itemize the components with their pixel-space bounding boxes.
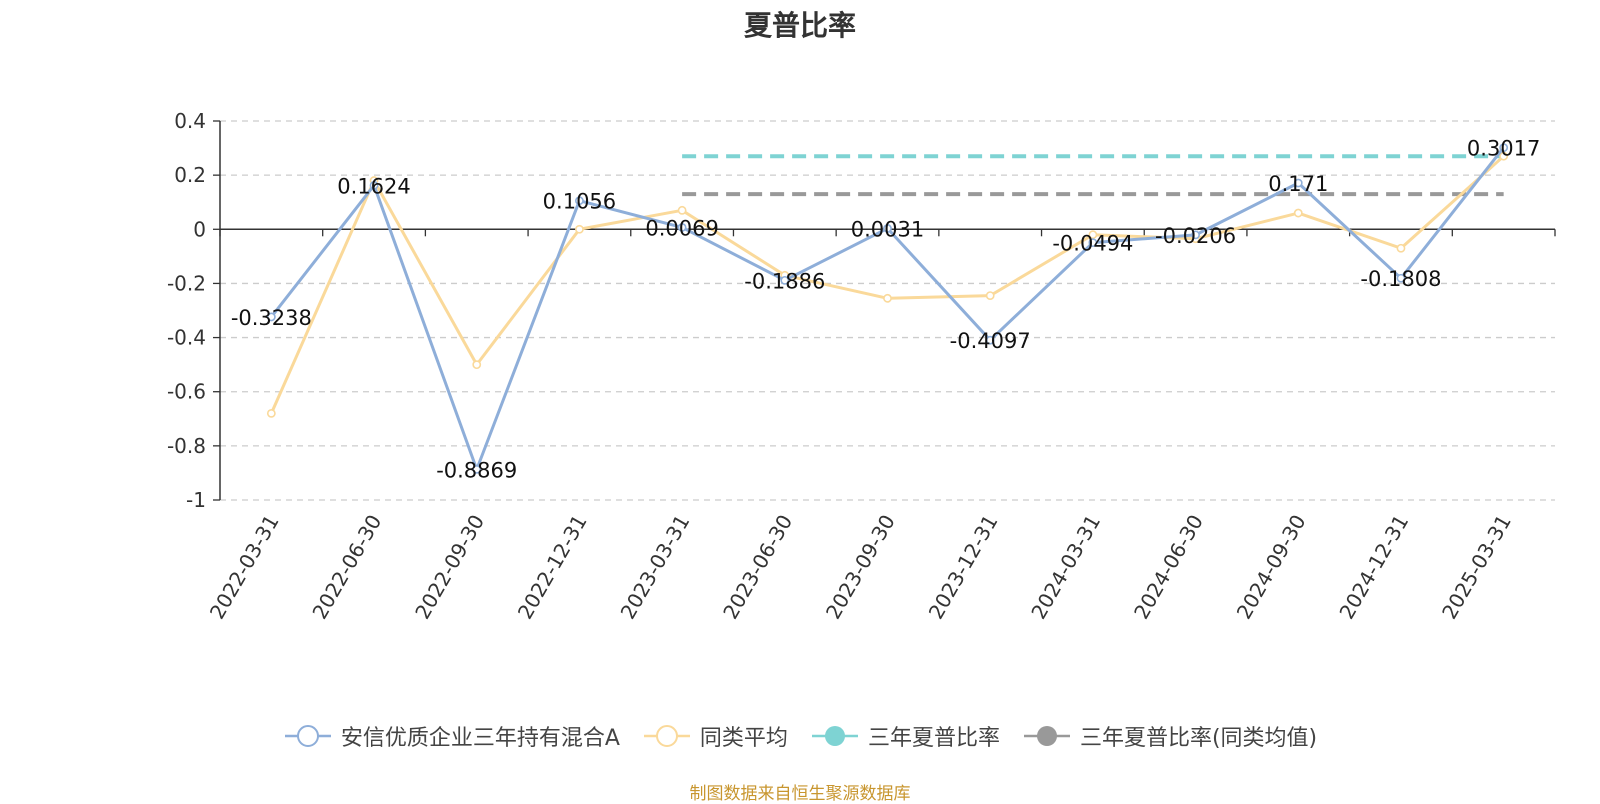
- data-point: [883, 224, 892, 233]
- data-label: 0.3017: [1467, 137, 1540, 161]
- data-point: [1396, 273, 1406, 283]
- x-tick-label: 2023-12-31: [924, 511, 1003, 624]
- x-tick-label: 2022-12-31: [513, 511, 592, 624]
- data-point: [1293, 208, 1303, 218]
- data-point: [985, 291, 995, 301]
- y-tick-label: -0.8: [167, 434, 206, 458]
- data-point: [677, 223, 687, 232]
- data-label: -0.8869: [436, 458, 517, 482]
- data-point: [266, 312, 276, 322]
- x-tick-label: 2024-12-31: [1334, 511, 1413, 624]
- legend-item[interactable]: 三年夏普比率(同类均值): [1022, 720, 1317, 752]
- y-tick-label: -1: [186, 488, 206, 512]
- legend-item[interactable]: 同类平均: [642, 720, 788, 752]
- x-tick-label: 2024-03-31: [1026, 511, 1105, 624]
- y-tick-label: 0.2: [174, 163, 206, 187]
- data-point: [1088, 238, 1098, 248]
- legend-item[interactable]: 安信优质企业三年持有混合A: [283, 720, 620, 752]
- data-label: -0.3238: [231, 306, 312, 330]
- legend-swatch-icon: [284, 725, 331, 747]
- data-label: -0.1808: [1360, 267, 1441, 291]
- data-point: [472, 464, 482, 474]
- chart-title: 夏普比率: [743, 9, 856, 42]
- data-point: [369, 180, 379, 190]
- data-point: [883, 293, 892, 303]
- data-label: 0.1056: [543, 190, 616, 214]
- y-tick-label: -0.2: [167, 271, 206, 295]
- data-label: 0.171: [1268, 172, 1328, 196]
- x-tick-label: 2022-03-31: [205, 511, 284, 624]
- x-tick-label: 2024-09-30: [1232, 511, 1311, 624]
- x-tick-label: 2023-06-30: [718, 511, 797, 624]
- data-label: -0.0494: [1052, 232, 1133, 256]
- data-point: [1293, 178, 1303, 188]
- y-tick-label: -0.6: [167, 380, 206, 404]
- data-point: [1499, 151, 1509, 161]
- legend-swatch-icon: [643, 725, 690, 747]
- x-tick-label: 2022-06-30: [307, 511, 386, 624]
- data-point: [780, 275, 790, 285]
- data-point: [677, 205, 687, 215]
- y-tick-label: 0: [193, 217, 206, 241]
- x-tick-label: 2024-06-30: [1129, 511, 1208, 624]
- legend-label: 三年夏普比率(同类均值): [1079, 726, 1318, 751]
- source-note: 制图数据来自恒生聚源数据库: [689, 784, 911, 804]
- legend-swatch-icon: [1023, 726, 1070, 746]
- data-point: [575, 224, 584, 234]
- legend-label: 安信优质企业三年持有混合A: [340, 726, 620, 751]
- data-point: [1396, 243, 1406, 253]
- data-label: 0.0069: [645, 216, 718, 240]
- legend: 安信优质企业三年持有混合A 同类平均 三年夏普比率 三年夏普比率(同类均值): [0, 720, 1600, 752]
- data-label: 0.1624: [337, 174, 410, 198]
- legend-label: 三年夏普比率: [867, 726, 1000, 751]
- data-label: 0.0031: [851, 217, 924, 241]
- x-tick-label: 2022-09-30: [410, 511, 489, 624]
- data-label: -0.4097: [950, 329, 1031, 353]
- data-label: -0.0206: [1155, 224, 1236, 248]
- y-tick-label: 0.4: [174, 109, 206, 133]
- data-point: [575, 196, 584, 206]
- y-tick-label: -0.4: [167, 326, 206, 350]
- data-point: [985, 335, 995, 345]
- data-point: [472, 360, 482, 370]
- x-tick-label: 2023-03-31: [616, 511, 695, 624]
- data-point: [266, 408, 276, 418]
- data-point: [1499, 143, 1509, 153]
- legend-label: 同类平均: [699, 726, 788, 751]
- data-label: -0.1886: [744, 269, 825, 293]
- legend-swatch-icon: [811, 726, 858, 746]
- data-point: [1191, 230, 1200, 240]
- x-tick-label: 2023-09-30: [821, 511, 900, 624]
- legend-item[interactable]: 三年夏普比率: [810, 720, 1000, 752]
- x-tick-label: 2025-03-31: [1437, 511, 1516, 624]
